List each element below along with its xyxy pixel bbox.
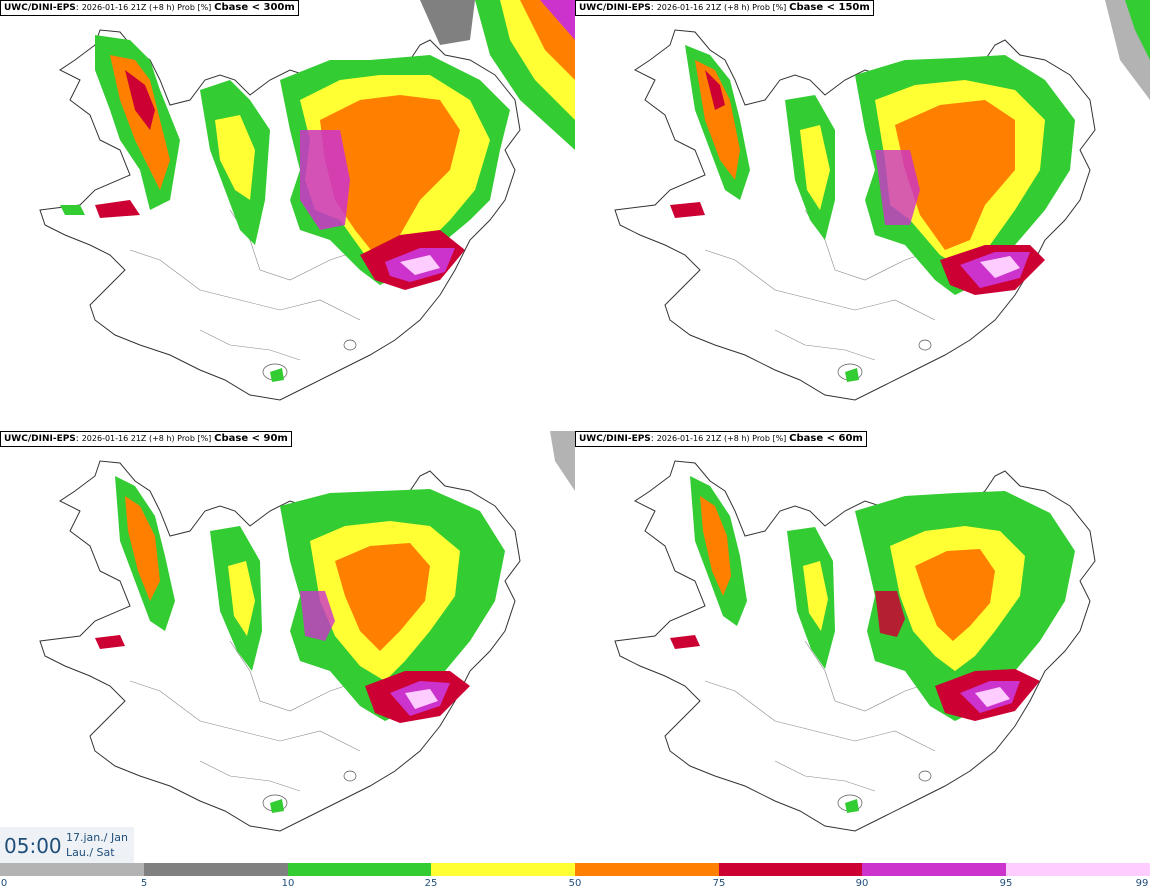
- colorbar-segment-6: [862, 863, 1006, 876]
- panel-source: UWC/DINI-EPS: [4, 3, 76, 13]
- panel-threshold: Cbase < 300m: [214, 2, 295, 13]
- map-panel-60m: UWC/DINI-EPS: 2026-01-16 21Z (+8 h) Prob…: [575, 431, 1150, 861]
- colorbar-label: 99: [1135, 878, 1149, 889]
- map-panel-300m: UWC/DINI-EPS: 2026-01-16 21Z (+8 h) Prob…: [0, 0, 575, 430]
- colorbar-segment-2: [288, 863, 431, 876]
- prob-field-300m: [60, 0, 575, 382]
- colorbar-label: 50: [568, 878, 582, 889]
- panel-threshold: Cbase < 60m: [789, 433, 863, 444]
- map-300m-svg: [39, 0, 575, 401]
- panel-title: UWC/DINI-EPS: 2026-01-16 21Z (+8 h) Prob…: [575, 0, 874, 16]
- valid-date-line2: Lau./ Sat: [66, 846, 115, 859]
- map-panel-90m: UWC/DINI-EPS: 2026-01-16 21Z (+8 h) Prob…: [0, 431, 575, 861]
- panel-source: UWC/DINI-EPS: [579, 434, 651, 444]
- panel-source: UWC/DINI-EPS: [579, 3, 651, 13]
- panel-title: UWC/DINI-EPS: 2026-01-16 21Z (+8 h) Prob…: [0, 431, 292, 447]
- colorbar-label: 25: [424, 878, 438, 889]
- panel-meta: 2026-01-16 21Z (+8 h) Prob [%]: [81, 3, 212, 12]
- valid-time-box: 05:00 17.jan./ Jan Lau./ Sat: [0, 827, 134, 863]
- panel-title: UWC/DINI-EPS: 2026-01-16 21Z (+8 h) Prob…: [575, 431, 867, 447]
- map-panel-150m: UWC/DINI-EPS: 2026-01-16 21Z (+8 h) Prob…: [575, 0, 1150, 430]
- colorbar-label: 95: [999, 878, 1013, 889]
- prob-field-150m: [670, 0, 1150, 382]
- colorbar-label: 0: [0, 878, 8, 889]
- colorbar-segment-1: [144, 863, 288, 876]
- panel-meta: 2026-01-16 21Z (+8 h) Prob [%]: [656, 434, 787, 443]
- colorbar-segment-0: [0, 863, 144, 876]
- map-90m-svg: [39, 431, 575, 832]
- prob-field-90m: [95, 431, 575, 813]
- map-60m-svg: [614, 460, 1096, 832]
- valid-time: 05:00: [4, 834, 62, 858]
- colorbar-label: 75: [712, 878, 726, 889]
- panel-meta: 2026-01-16 21Z (+8 h) Prob [%]: [81, 434, 212, 443]
- colorbar-label: 10: [281, 878, 295, 889]
- panel-threshold: Cbase < 90m: [214, 433, 288, 444]
- valid-date-line1: 17.jan./ Jan: [66, 831, 128, 844]
- colorbar-segment-7: [1006, 863, 1150, 876]
- colorbar-segment-5: [719, 863, 862, 876]
- colorbar-segment-4: [575, 863, 719, 876]
- prob-field-60m: [670, 476, 1075, 813]
- colorbar-label: 5: [140, 878, 148, 889]
- colorbar-label: 90: [855, 878, 869, 889]
- panel-source: UWC/DINI-EPS: [4, 434, 76, 444]
- panel-title: UWC/DINI-EPS: 2026-01-16 21Z (+8 h) Prob…: [0, 0, 299, 16]
- colorbar-segment-3: [431, 863, 575, 876]
- panel-meta: 2026-01-16 21Z (+8 h) Prob [%]: [656, 3, 787, 12]
- panel-threshold: Cbase < 150m: [789, 2, 870, 13]
- map-150m-svg: [614, 0, 1150, 401]
